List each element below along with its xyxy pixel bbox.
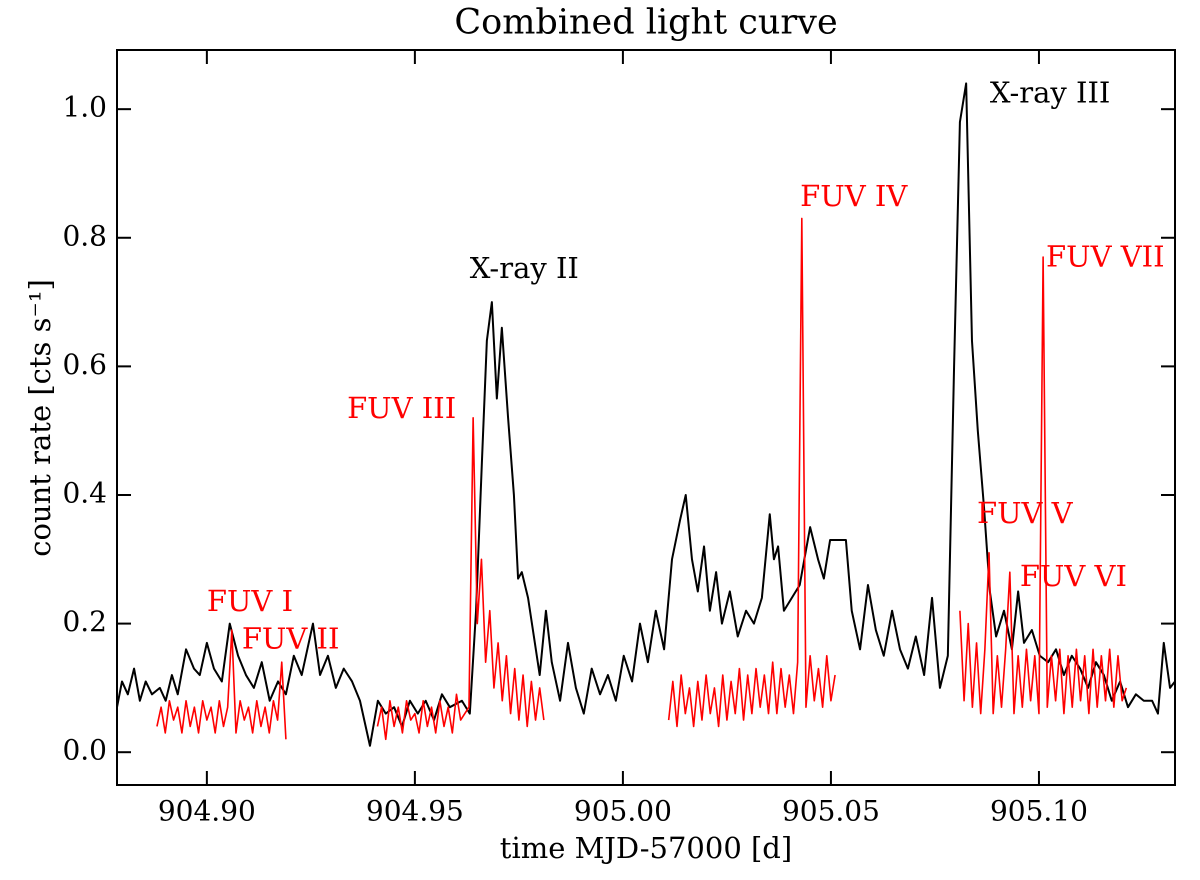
- chart-title: Combined light curve: [454, 3, 837, 43]
- y-axis-label: count rate [cts s⁻¹]: [23, 279, 57, 557]
- y-tick-label: 0.0: [62, 734, 107, 767]
- data-line: [117, 82, 1175, 747]
- y-tick-label: 0.8: [62, 219, 107, 252]
- annotation: FUV III: [347, 391, 456, 425]
- data-line: [156, 217, 1128, 741]
- annotation: FUV VII: [1046, 239, 1165, 273]
- x-tick-label: 904.95: [366, 795, 464, 828]
- x-tick-label: 905.10: [990, 795, 1088, 828]
- x-tick-label: 905.00: [574, 795, 672, 828]
- annotation: X-ray III: [990, 75, 1111, 109]
- x-axis-label: time MJD-57000 [d]: [500, 831, 792, 865]
- annotation: FUV V: [977, 496, 1074, 530]
- annotation: FUV II: [242, 621, 340, 655]
- y-tick-label: 0.6: [62, 348, 107, 381]
- annotation: FUV IV: [800, 179, 908, 213]
- y-tick-label: 0.2: [62, 605, 107, 638]
- annotation: FUV VI: [1020, 559, 1127, 593]
- x-tick-label: 905.05: [782, 795, 880, 828]
- plot-frame: [116, 49, 1176, 786]
- y-tick-label: 1.0: [62, 91, 107, 124]
- y-tick-label: 0.4: [62, 476, 107, 509]
- annotation: X-ray II: [470, 251, 579, 285]
- x-tick-label: 904.90: [158, 795, 256, 828]
- annotation: FUV I: [207, 584, 293, 618]
